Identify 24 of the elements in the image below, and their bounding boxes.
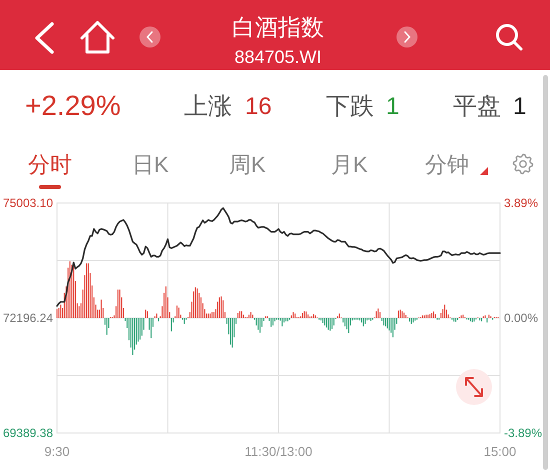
- line-series: [56, 207, 501, 307]
- text: 1: [513, 93, 526, 120]
- y-tick-label: 69389.38: [2, 426, 54, 440]
- chart-title: 白酒指数: [232, 14, 324, 40]
- text: +2.29%: [25, 90, 121, 121]
- text: 下跌: [326, 93, 374, 120]
- x-tick-label: 11:30/13:00: [244, 444, 312, 459]
- y2-tick-label: 3.89%: [504, 196, 538, 210]
- text: 16: [245, 93, 272, 120]
- y2-tick-label: -3.89%: [504, 426, 542, 440]
- x-tick-label: 9:30: [44, 444, 70, 459]
- text: 上涨: [184, 93, 232, 120]
- text: 月K: [331, 152, 368, 177]
- text: 平盘: [453, 93, 501, 120]
- text: 分时: [28, 152, 72, 177]
- text: 日K: [132, 152, 169, 177]
- y2-tick-label: 0.00%: [504, 311, 538, 326]
- text: 1: [386, 93, 400, 120]
- chart-subtitle: 884705.WI: [234, 47, 322, 67]
- text: 周K: [229, 152, 266, 177]
- y-tick-label: 72196.24: [2, 311, 54, 326]
- text: 分钟: [425, 152, 469, 177]
- x-tick-label: 15:00: [484, 444, 516, 459]
- y-tick-label: 75003.10: [2, 196, 54, 210]
